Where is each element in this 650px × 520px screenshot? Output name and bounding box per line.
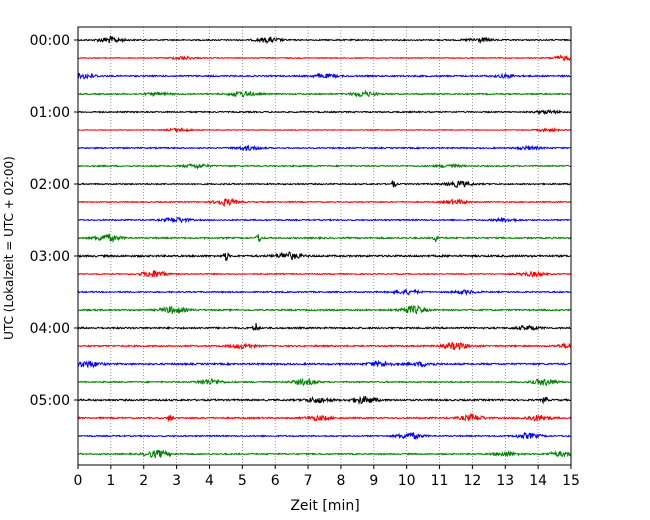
x-tick-label: 5	[238, 473, 247, 489]
x-tick-label: 3	[172, 473, 181, 489]
trace-0200	[77, 179, 572, 189]
traces	[77, 34, 572, 459]
trace-0130	[77, 144, 572, 152]
x-tick-label: 13	[496, 473, 514, 489]
trace-0215	[77, 197, 572, 208]
x-tick-label: 11	[431, 473, 449, 489]
x-axis-ticks: 0 1 2 3 4 5 6 7 8 9 10 11 12 13 14 15	[74, 465, 580, 489]
x-tick-label: 6	[271, 473, 280, 489]
trace-0545	[77, 449, 572, 459]
trace-0530	[77, 431, 572, 441]
trace-0000	[77, 34, 572, 45]
plot-frame	[77, 26, 572, 466]
trace-0115	[77, 127, 572, 134]
trace-0145	[77, 162, 572, 170]
trace-0030	[77, 72, 572, 80]
trace-0400	[77, 323, 572, 331]
x-axis-label: Zeit [min]	[290, 498, 359, 514]
y-tick-label: 01:00	[30, 105, 70, 121]
x-tick-label: 8	[336, 473, 345, 489]
y-tick-label: 00:00	[30, 33, 70, 49]
trace-0430	[77, 359, 572, 369]
trace-0315	[77, 270, 572, 279]
trace-0300	[77, 251, 572, 262]
trace-0445	[77, 377, 572, 387]
grid-lines	[110, 27, 539, 465]
x-tick-label: 9	[369, 473, 378, 489]
trace-0345	[77, 304, 572, 315]
y-tick-label: 04:00	[30, 321, 70, 337]
y-tick-label: 03:00	[30, 249, 70, 265]
trace-0100	[77, 108, 572, 116]
x-tick-label: 1	[106, 473, 115, 489]
y-axis-ticks: 00:00 01:00 02:00 03:00 04:00 05:00	[30, 33, 78, 409]
trace-0245	[77, 232, 572, 243]
trace-0015	[77, 54, 572, 62]
x-tick-label: 4	[205, 473, 214, 489]
y-tick-label: 02:00	[30, 177, 70, 193]
x-tick-label: 12	[463, 473, 481, 489]
x-tick-label: 14	[529, 473, 547, 489]
trace-0330	[77, 288, 572, 296]
x-tick-label: 2	[139, 473, 148, 489]
trace-0415	[77, 341, 572, 351]
trace-0500	[77, 395, 572, 406]
trace-0230	[77, 216, 572, 224]
x-tick-label: 7	[304, 473, 313, 489]
trace-0515	[77, 412, 572, 422]
x-tick-label: 0	[74, 473, 83, 489]
x-tick-label: 15	[562, 473, 580, 489]
trace-0045	[77, 89, 572, 98]
x-tick-label: 10	[398, 473, 416, 489]
y-axis-label: UTC (Lokalzeit = UTC + 02:00)	[2, 156, 16, 340]
y-tick-label: 05:00	[30, 393, 70, 409]
